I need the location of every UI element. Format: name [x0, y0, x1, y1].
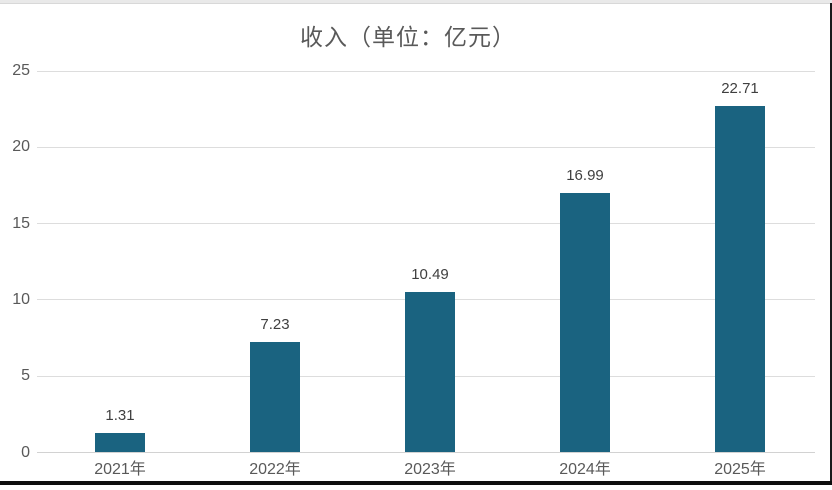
x-axis-baseline: [37, 452, 815, 453]
y-tick-label: 20: [12, 138, 30, 156]
bar-value-label: 10.49: [411, 266, 449, 284]
y-tick-label: 0: [21, 443, 30, 461]
chart-title[interactable]: 收入（单位：亿元）: [300, 24, 516, 50]
bar-value-label: 1.31: [105, 406, 135, 424]
bar-2023年[interactable]: [405, 292, 455, 453]
x-tick-label: 2023年: [404, 460, 456, 478]
bar-2025年[interactable]: [715, 105, 765, 453]
y-tick-label: 5: [21, 367, 30, 385]
y-tick-label: 10: [12, 290, 30, 308]
gridline: [37, 146, 815, 148]
bar-2024年[interactable]: [560, 193, 610, 453]
gridline: [37, 70, 815, 72]
x-tick-label: 2024年: [559, 460, 611, 478]
bar-2021年[interactable]: [95, 432, 145, 453]
bar-value-label: 22.71: [721, 79, 759, 97]
bar-value-label: 7.23: [260, 316, 290, 334]
x-tick-label: 2025年: [714, 460, 766, 478]
window-top-strip: [0, 0, 832, 4]
y-tick-label: 25: [12, 62, 30, 79]
bar-value-label: 16.99: [566, 167, 604, 185]
bar-2022年[interactable]: [250, 342, 300, 453]
x-tick-label: 2021年: [94, 460, 146, 478]
bottom-divider-rule: [0, 481, 832, 485]
gridline: [37, 223, 815, 225]
x-tick-label: 2022年: [249, 460, 301, 478]
window-right-border: [830, 3, 832, 485]
y-tick-label: 15: [12, 214, 30, 232]
